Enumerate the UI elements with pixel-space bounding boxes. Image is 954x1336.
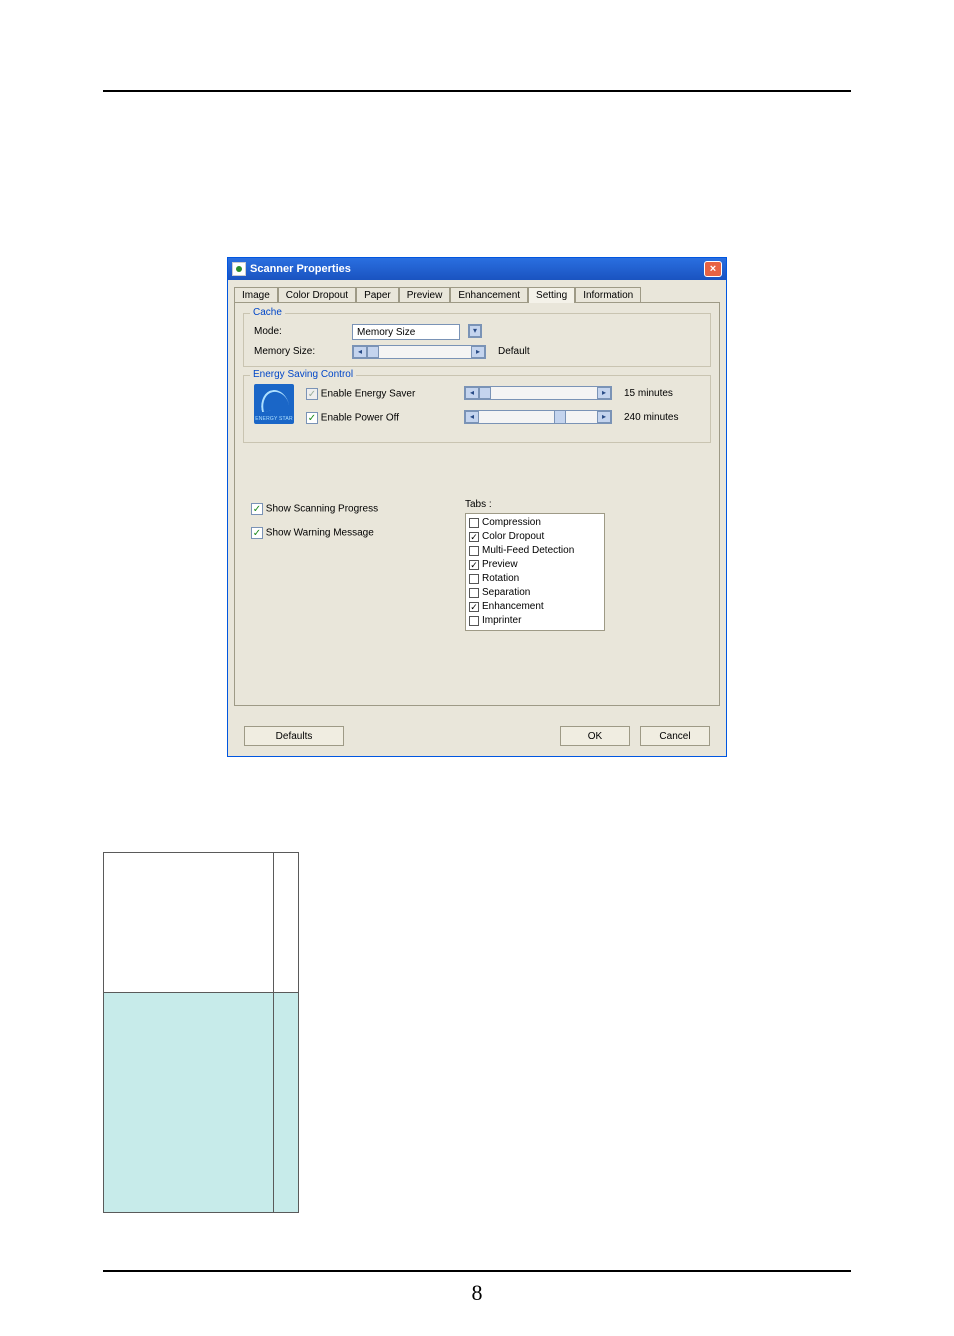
chevron-right-icon[interactable]: ▸ xyxy=(471,346,485,358)
table-cell xyxy=(274,853,299,993)
enable-power-off-label: Enable Power Off xyxy=(321,413,399,424)
list-item: ✓Color Dropout xyxy=(469,530,601,544)
enable-energy-saver-label: Enable Energy Saver xyxy=(321,389,416,400)
tab-information[interactable]: Information xyxy=(575,287,641,303)
app-icon xyxy=(232,262,246,276)
list-item: Rotation xyxy=(469,572,601,586)
tab-setting[interactable]: Setting xyxy=(528,287,575,303)
enable-energy-saver-checkbox[interactable]: ✓ xyxy=(306,388,318,400)
chevron-left-icon[interactable]: ◂ xyxy=(465,387,479,399)
tab-enhancement[interactable]: Enhancement xyxy=(450,287,528,303)
show-progress-label: Show Scanning Progress xyxy=(266,504,378,515)
tab-strip: Image Color Dropout Paper Preview Enhanc… xyxy=(228,280,726,302)
titlebar: Scanner Properties × xyxy=(228,258,726,280)
list-item: ✓Preview xyxy=(469,558,601,572)
rule-bottom xyxy=(103,1270,851,1272)
window-title: Scanner Properties xyxy=(250,263,351,275)
tab-color-dropout[interactable]: Color Dropout xyxy=(278,287,356,303)
cache-label: Cache xyxy=(250,307,285,318)
energy-label: Energy Saving Control xyxy=(250,369,356,380)
chevron-left-icon[interactable]: ◂ xyxy=(353,346,367,358)
energy-group: Energy Saving Control ENERGY STAR ✓ Enab… xyxy=(243,375,711,443)
rule-top xyxy=(103,90,851,92)
show-warning-label: Show Warning Message xyxy=(266,528,374,539)
table-row xyxy=(104,993,299,1213)
tab-paper[interactable]: Paper xyxy=(356,287,399,303)
table-cell xyxy=(104,853,274,993)
mode-dropdown[interactable]: Memory Size xyxy=(352,324,460,340)
scanner-properties-window: Scanner Properties × Image Color Dropout… xyxy=(227,257,727,757)
dialog-footer: Defaults OK Cancel xyxy=(228,716,726,756)
tabs-box-label: Tabs : xyxy=(465,499,605,510)
table-row xyxy=(104,853,299,993)
enable-power-off-checkbox[interactable]: ✓ xyxy=(306,412,318,424)
close-icon[interactable]: × xyxy=(704,261,722,277)
show-progress-checkbox[interactable]: ✓ xyxy=(251,503,263,515)
energy-saver-value: 15 minutes xyxy=(624,388,673,399)
tab-pane-setting: Cache Mode: Memory Size ▾ Memory Size: ◂ xyxy=(234,302,720,706)
chevron-right-icon[interactable]: ▸ xyxy=(597,387,611,399)
energy-star-icon: ENERGY STAR xyxy=(254,384,294,424)
defaults-button[interactable]: Defaults xyxy=(244,726,344,746)
list-item: Imprinter xyxy=(469,614,601,628)
memory-size-slider[interactable]: ◂ ▸ xyxy=(352,345,486,359)
chevron-left-icon[interactable]: ◂ xyxy=(465,411,479,423)
power-off-slider[interactable]: ◂ ▸ xyxy=(464,410,612,424)
description-table xyxy=(103,852,299,1213)
slider-thumb[interactable] xyxy=(367,346,379,358)
tab-image[interactable]: Image xyxy=(234,287,278,303)
chevron-down-icon[interactable]: ▾ xyxy=(469,325,481,337)
chevron-right-icon[interactable]: ▸ xyxy=(597,411,611,423)
tab-preview[interactable]: Preview xyxy=(399,287,451,303)
power-off-value: 240 minutes xyxy=(624,412,678,423)
slider-thumb[interactable] xyxy=(554,410,566,424)
page-number: 8 xyxy=(103,1280,851,1306)
mode-label: Mode: xyxy=(254,326,282,337)
tabs-listbox[interactable]: Compression ✓Color Dropout Multi-Feed De… xyxy=(465,513,605,631)
ok-button[interactable]: OK xyxy=(560,726,630,746)
mode-value: Memory Size xyxy=(357,327,415,338)
list-item: Compression xyxy=(469,516,601,530)
tabs-selection-box: Tabs : Compression ✓Color Dropout Multi-… xyxy=(465,499,605,631)
list-item: Separation xyxy=(469,586,601,600)
table-cell xyxy=(104,993,274,1213)
cache-group: Cache Mode: Memory Size ▾ Memory Size: ◂ xyxy=(243,313,711,367)
default-text: Default xyxy=(498,346,530,357)
cancel-button[interactable]: Cancel xyxy=(640,726,710,746)
window-body: Image Color Dropout Paper Preview Enhanc… xyxy=(228,280,726,756)
show-warning-checkbox[interactable]: ✓ xyxy=(251,527,263,539)
energy-saver-slider[interactable]: ◂ ▸ xyxy=(464,386,612,400)
table-cell xyxy=(274,993,299,1213)
memsize-label: Memory Size: xyxy=(254,346,315,357)
list-item: Multi-Feed Detection xyxy=(469,544,601,558)
slider-thumb[interactable] xyxy=(479,387,491,399)
list-item: ✓Enhancement xyxy=(469,600,601,614)
